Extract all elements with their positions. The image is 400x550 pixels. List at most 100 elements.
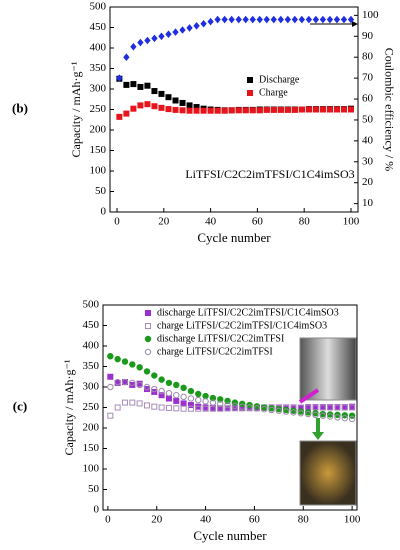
marker (179, 26, 186, 34)
marker (298, 106, 305, 113)
marker (123, 53, 130, 61)
y-tick-label: 300 (90, 83, 107, 95)
marker (107, 412, 114, 419)
marker (137, 83, 144, 90)
x-tick-label: 60 (249, 514, 261, 526)
marker (235, 107, 242, 114)
marker (221, 15, 228, 24)
marker (333, 106, 340, 113)
legend-marker (247, 77, 253, 83)
marker (173, 405, 180, 412)
legend-marker (144, 335, 152, 343)
marker (312, 404, 319, 411)
marker (290, 409, 297, 416)
marker (116, 113, 123, 120)
marker (207, 107, 214, 114)
marker (195, 405, 202, 412)
marker (228, 107, 235, 114)
y-tick-label: 450 (83, 319, 100, 331)
marker (312, 106, 319, 113)
marker (209, 405, 216, 412)
y-tick-label: 100 (90, 165, 107, 177)
marker (186, 102, 193, 109)
marker (180, 393, 187, 401)
marker (186, 107, 193, 114)
y2-tick-label: 70 (362, 72, 374, 84)
photo (299, 337, 357, 401)
marker (284, 15, 291, 24)
marker (123, 110, 130, 117)
y-tick-label: 50 (88, 483, 100, 495)
marker (165, 106, 172, 113)
marker (312, 15, 320, 24)
marker (121, 378, 129, 386)
panel-label: (b) (12, 100, 28, 115)
marker (270, 106, 277, 113)
marker (180, 400, 187, 407)
y2-tick-label: 10 (362, 197, 374, 209)
marker (305, 15, 313, 24)
marker (187, 402, 194, 409)
marker (143, 383, 151, 391)
marker (291, 15, 298, 24)
marker (165, 389, 173, 397)
marker (137, 38, 144, 47)
marker (143, 368, 151, 375)
y2-tick-label: 100 (362, 9, 379, 21)
y-tick-label: 0 (101, 206, 107, 218)
marker (186, 24, 193, 32)
marker (107, 353, 114, 360)
annotation: LiTFSI/C2C2imTFSI/C1C4imSO3 (185, 167, 354, 181)
x-axis-title: Cycle number (197, 230, 271, 245)
marker (334, 414, 341, 421)
marker (144, 82, 151, 89)
y-tick-label: 250 (83, 401, 100, 413)
marker (341, 414, 348, 422)
legend-marker (145, 323, 151, 329)
marker (114, 355, 121, 363)
x-tick-label: 0 (114, 216, 120, 228)
marker (277, 15, 284, 24)
marker (129, 361, 136, 368)
x-tick-label: 60 (252, 216, 264, 228)
marker (348, 415, 356, 423)
marker (253, 403, 261, 410)
marker (327, 404, 334, 411)
marker (129, 381, 136, 388)
marker (228, 15, 235, 24)
marker (121, 358, 129, 365)
marker (304, 410, 312, 418)
marker (231, 405, 238, 412)
x-tick-label: 0 (105, 514, 111, 526)
marker (180, 384, 187, 392)
marker (263, 106, 270, 113)
marker (242, 15, 249, 24)
y-tick-label: 300 (83, 381, 100, 393)
legend-label: charge LiTFSI/C2C2imTFSI (157, 346, 273, 357)
marker (347, 15, 355, 24)
marker (130, 105, 137, 112)
marker (158, 32, 165, 41)
x-tick-label: 40 (200, 514, 212, 526)
marker (326, 413, 334, 420)
marker (151, 403, 158, 410)
y2-tick-label: 80 (362, 51, 374, 63)
marker (172, 97, 179, 104)
marker (334, 404, 341, 411)
marker (195, 396, 202, 404)
marker (239, 403, 246, 410)
marker (202, 405, 209, 412)
marker (158, 104, 165, 111)
y2-tick-label: 30 (362, 155, 374, 167)
marker (165, 395, 172, 402)
legend-label: discharge LiTFSI/C2C2imTFSI/C1C4imSO3 (157, 307, 339, 318)
legend-label: Charge (259, 87, 288, 98)
marker (107, 383, 114, 391)
marker (143, 402, 150, 409)
marker (173, 381, 180, 389)
marker (187, 387, 195, 395)
x-tick-label: 20 (158, 216, 170, 228)
marker (263, 15, 270, 24)
legend-label: charge LiTFSI/C2C2imTFSI/C1C4imSO3 (157, 320, 327, 331)
